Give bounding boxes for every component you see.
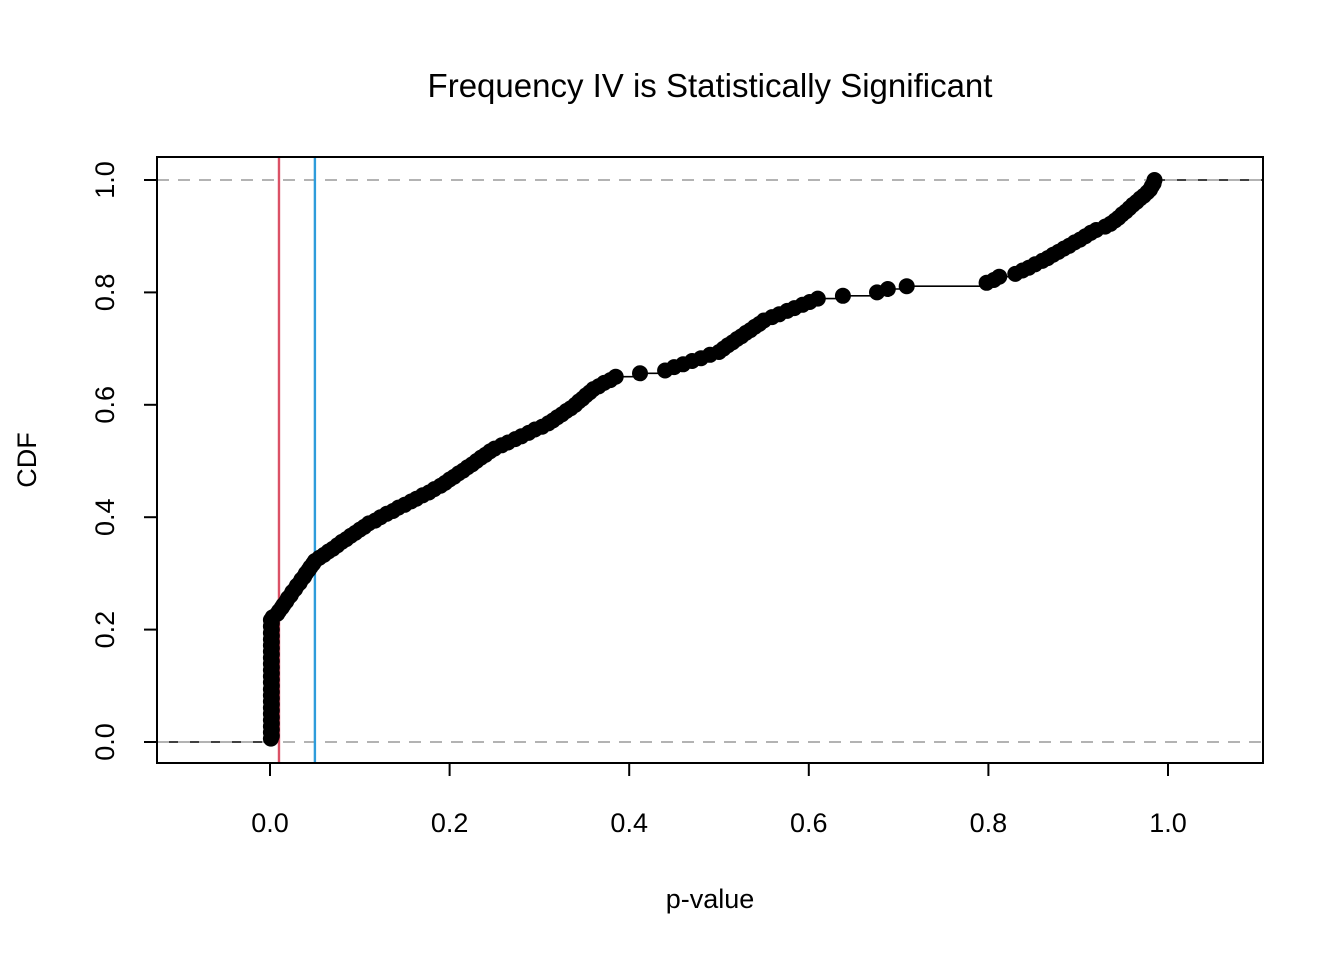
y-tick-label: 0.8 <box>90 274 120 312</box>
y-tick-label: 0.6 <box>90 386 120 424</box>
x-tick-label: 0.4 <box>610 808 648 838</box>
plot-box <box>156 156 1264 764</box>
ecdf-point <box>879 281 896 297</box>
ecdf-point <box>607 368 624 385</box>
y-axis-label: CDF <box>12 432 42 488</box>
ecdf-point <box>632 365 648 382</box>
ecdf-point <box>834 287 851 304</box>
ecdf-point <box>809 290 826 307</box>
y-tick-label: 1.0 <box>90 161 120 199</box>
x-tick-label: 0.0 <box>251 808 289 838</box>
ecdf-point <box>991 268 1008 285</box>
ecdf-point <box>898 278 915 295</box>
x-tick-label: 0.2 <box>431 808 469 838</box>
y-tick-label: 0.0 <box>90 723 120 761</box>
x-axis-label: p-value <box>666 884 755 914</box>
plot-render-layer: 0.0 0.2 0.4 0.6 0.8 1.0 0.0 0.2 0.4 0.6 0.8 1.0 <box>90 156 1264 838</box>
x-tick-label: 1.0 <box>1149 808 1187 838</box>
y-tick-label: 0.4 <box>90 498 120 536</box>
x-tick-label: 0.8 <box>970 808 1008 838</box>
ecdf-point <box>1146 172 1163 188</box>
y-tick-label: 0.2 <box>90 611 120 649</box>
x-tick-label: 0.6 <box>790 808 828 838</box>
chart-title: Frequency IV is Statistically Significan… <box>428 67 993 104</box>
